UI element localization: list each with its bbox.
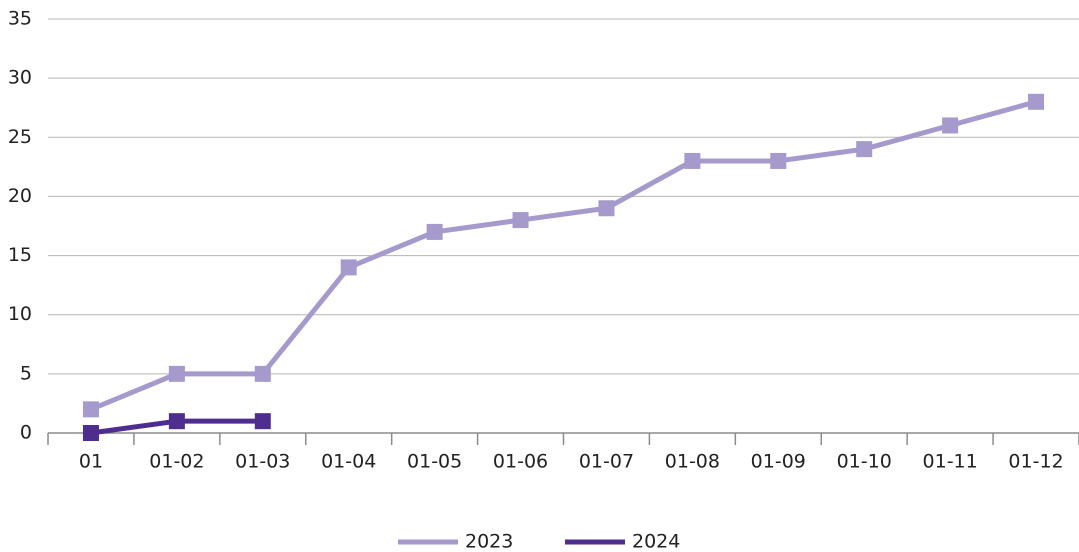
series-line (90, 99, 1037, 412)
point-marker (1028, 93, 1045, 110)
point-marker (512, 212, 529, 229)
point-marker (82, 425, 99, 441)
x-tick-label: 01-11 (923, 451, 978, 473)
x-tick-label: 01-10 (837, 451, 892, 473)
point-marker (254, 413, 271, 430)
legend-label: 2024 (632, 531, 680, 552)
x-tick-label: 01-08 (665, 451, 720, 473)
x-tick-label: 01-06 (493, 451, 548, 473)
point-marker (598, 200, 615, 217)
y-tick-label: 35 (8, 8, 32, 30)
y-tick-label: 0 (20, 422, 32, 444)
point-marker (168, 365, 185, 382)
point-marker (684, 152, 701, 169)
point-marker (856, 141, 873, 158)
point-marker (426, 223, 443, 240)
y-tick-label: 25 (8, 126, 32, 148)
x-tick-label: 01-02 (149, 451, 204, 473)
x-tick-label: 01-12 (1008, 451, 1063, 473)
point-marker (942, 117, 959, 134)
x-tick-label: 01 (79, 451, 103, 473)
point-marker (340, 259, 357, 276)
y-tick-label: 10 (8, 303, 32, 325)
point-marker (254, 365, 271, 382)
x-tick-label: 01-07 (579, 451, 634, 473)
point-marker (770, 152, 787, 169)
x-tick-label: 01-05 (407, 451, 462, 473)
y-tick-label: 20 (8, 185, 32, 207)
y-tick-label: 5 (20, 362, 32, 384)
y-tick-label: 15 (8, 244, 32, 266)
point-marker (82, 401, 99, 418)
y-tick-label: 30 (8, 67, 32, 89)
x-tick-label: 01-09 (751, 451, 806, 473)
legend-label: 2023 (465, 531, 513, 552)
x-tick-label: 01-04 (321, 451, 376, 473)
x-tick-label: 01-03 (235, 451, 290, 473)
point-marker (168, 413, 185, 430)
